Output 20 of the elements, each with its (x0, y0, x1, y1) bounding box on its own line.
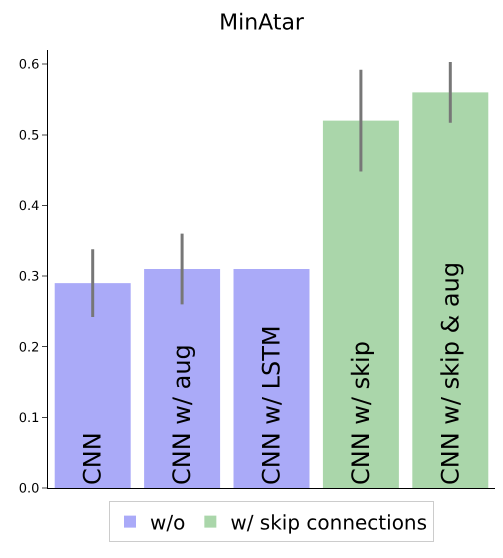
y-tick-label: 0.5 (18, 128, 40, 144)
bar (412, 92, 488, 488)
x-tick-label: CNN w/ skip (346, 341, 375, 485)
y-tick-label: 0.6 (18, 58, 40, 73)
y-tick-label: 0.4 (18, 198, 40, 214)
y-tick-label: 0.1 (18, 410, 40, 426)
bar (322, 120, 399, 488)
legend-label: w/o (150, 510, 186, 534)
x-tick-label: CNN w/ aug (168, 344, 196, 485)
bar (144, 269, 220, 488)
y-tick-label: 0.3 (18, 270, 40, 285)
x-tick-label: CNN w/ skip & aug (436, 262, 464, 485)
legend-label: w/ skip connections (230, 510, 428, 534)
x-tick-label: CNN (78, 432, 107, 485)
x-tick-label: CNN w/ LSTM (258, 325, 286, 485)
chart-title: MinAtar (219, 10, 305, 36)
y-tick-label: 0.2 (18, 340, 40, 356)
bar (234, 269, 310, 488)
y-tick-label: 0.0 (18, 482, 40, 497)
bar (54, 283, 131, 488)
